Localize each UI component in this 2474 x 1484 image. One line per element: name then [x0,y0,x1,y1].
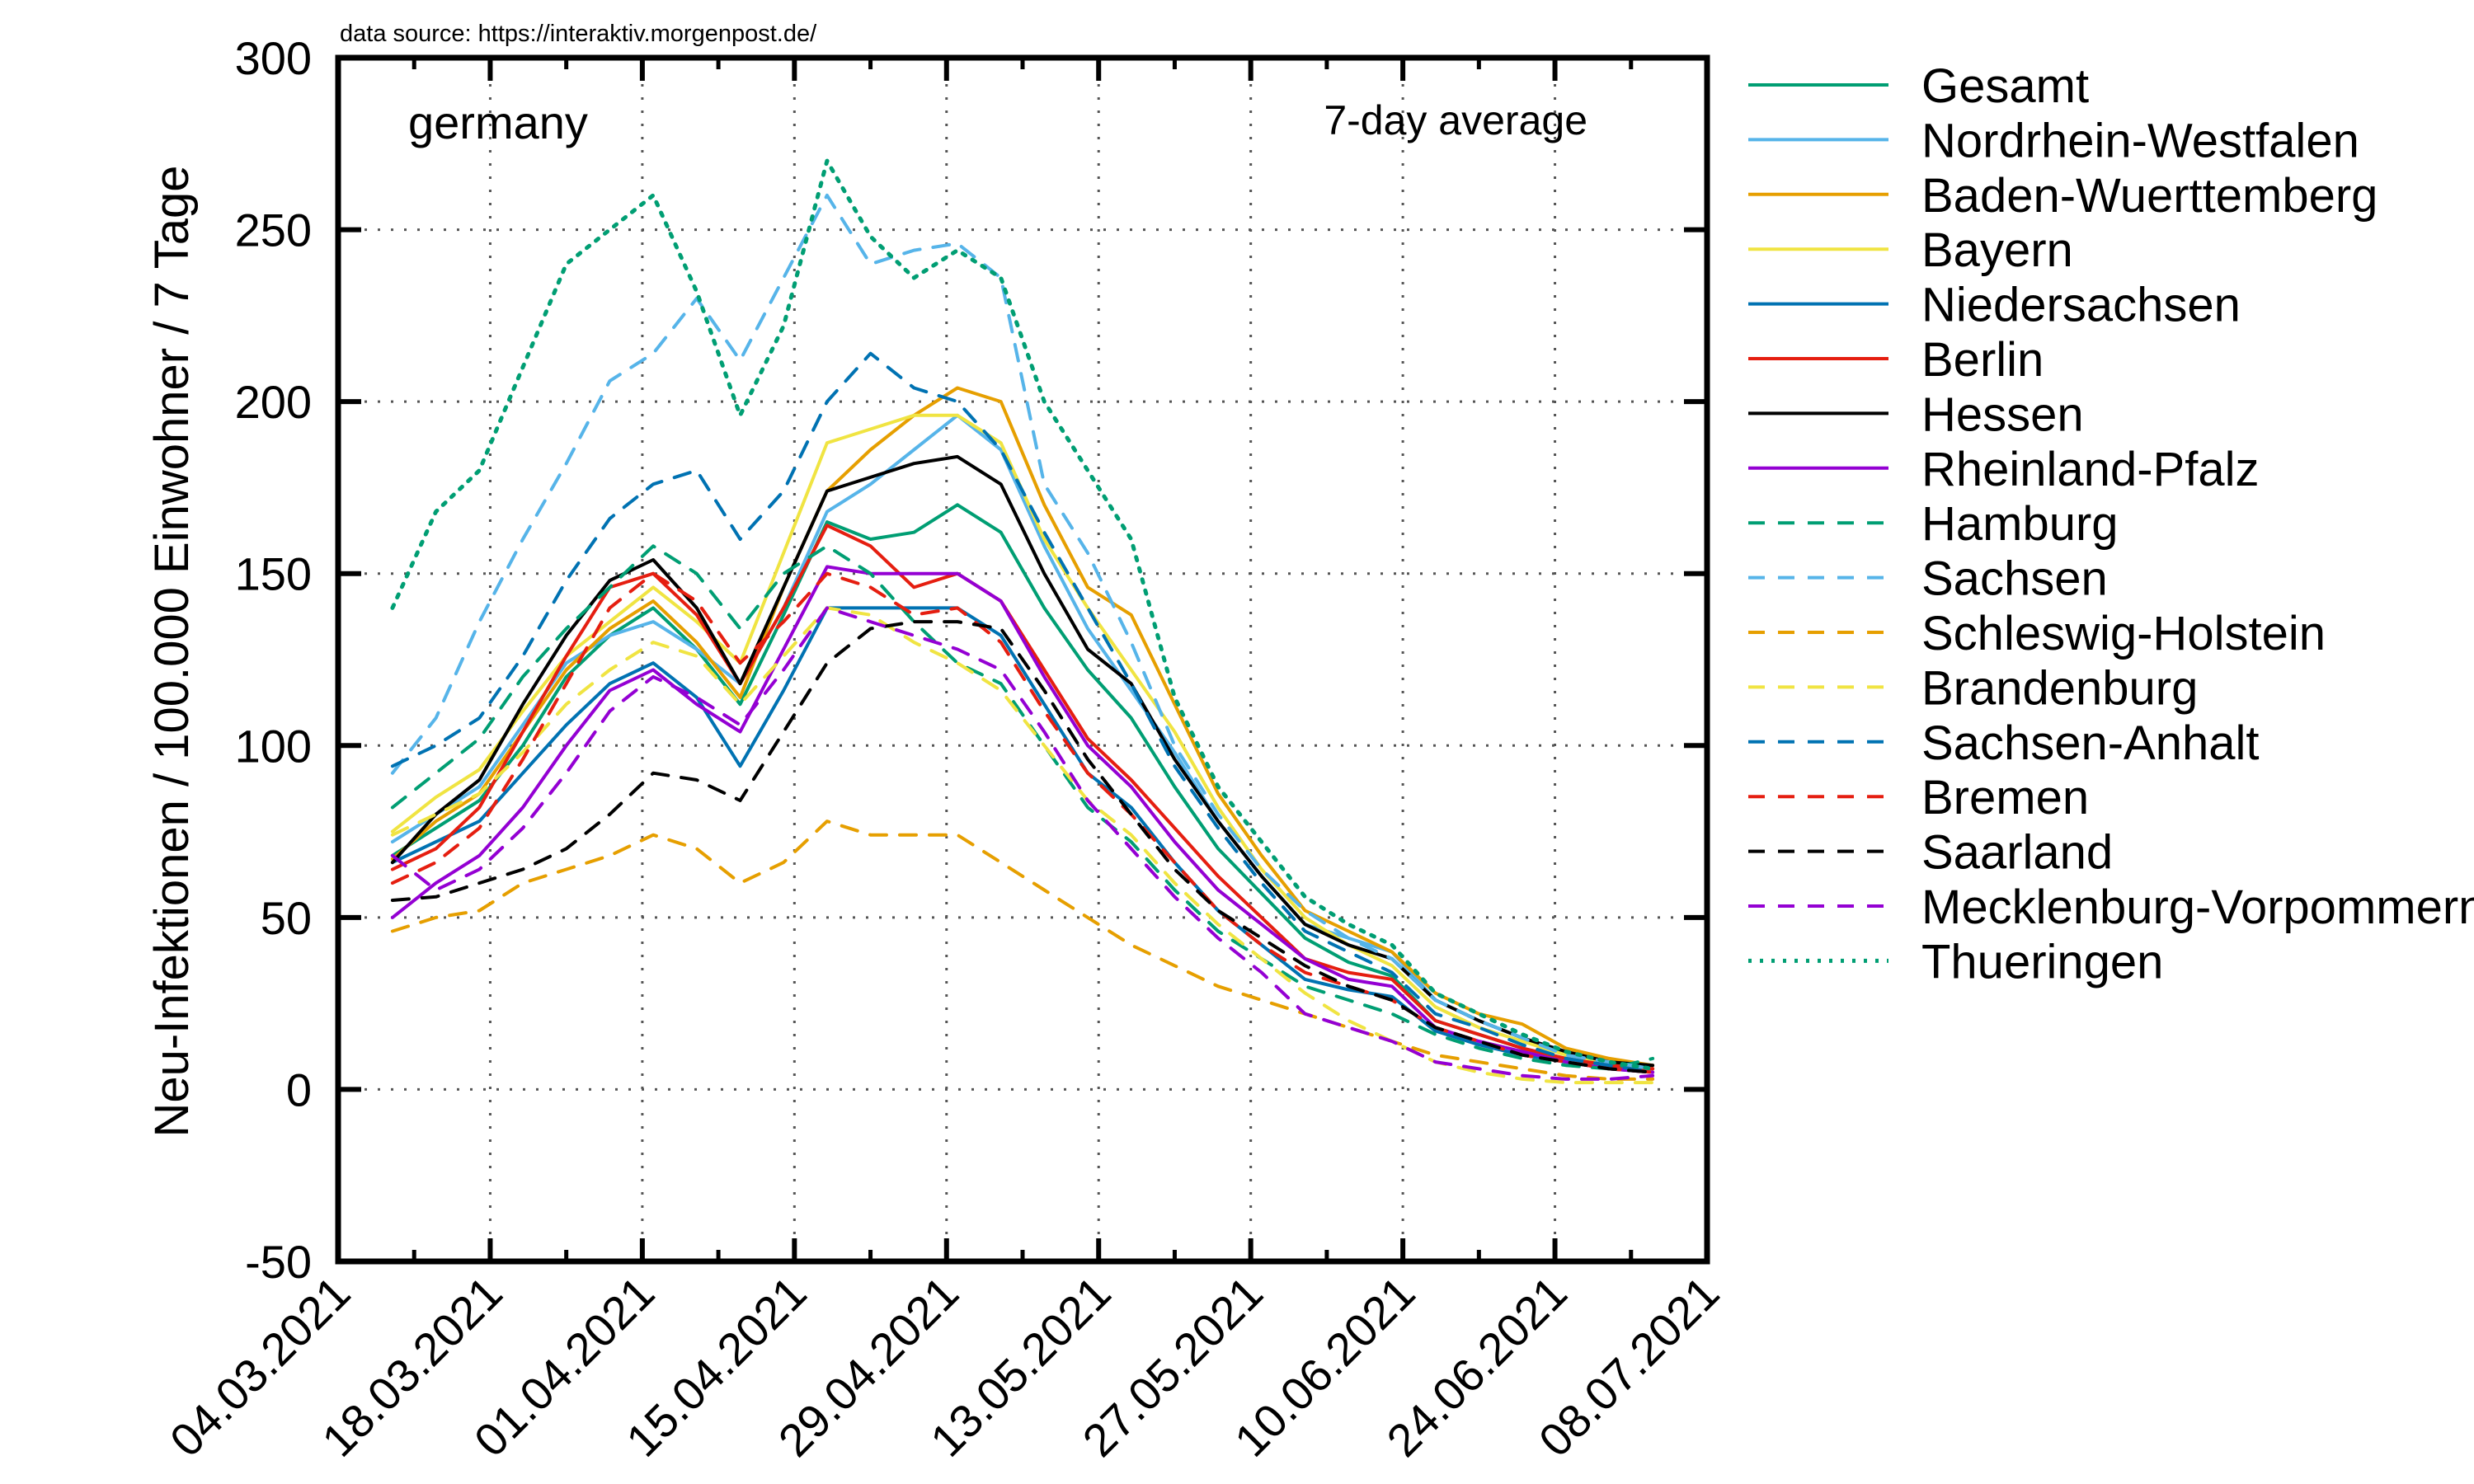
legend-label: Baden-Wuerttemberg [1921,169,2378,223]
annotation-germany: germany [408,96,588,148]
series-lines [390,158,1655,1085]
series-line-bayern [390,413,1655,1071]
legend-label: Rheinland-Pfalz [1921,443,2259,496]
y-tick-label: 100 [235,720,312,772]
series-line-bremen [390,571,1655,1074]
series-line-saarland [390,620,1655,1074]
axis-ticks [336,55,1710,1264]
legend-label: Berlin [1921,333,2044,387]
series-line-schleswig-holstein [390,819,1655,1081]
x-tick-labels: 04.03.202118.03.202101.04.202115.04.2021… [160,1266,1729,1467]
y-tick-label: 150 [235,548,312,600]
legend-label: Thueringen [1921,935,2163,989]
legend-label: Gesamt [1921,59,2089,113]
series-line-gesamt [390,503,1655,1071]
legend-label: Brandenburg [1921,661,2198,715]
legend-label: Hamburg [1921,497,2119,551]
series-line-hamburg [390,544,1655,1071]
series-line-berlin [390,524,1655,1071]
legend: GesamtNordrhein-WestfalenBaden-Wuerttemb… [1748,59,2474,989]
legend-label: Saarland [1921,826,2113,880]
y-axis-label: Neu-Infektionen / 100.000 Einwohner / 7 … [145,165,199,1137]
y-tick-labels: -50 0 50 100 150 200 250 300 [235,32,312,1288]
series-line-sachsen [390,193,1655,1071]
legend-label: Niedersachsen [1921,279,2241,332]
series-line-hessen [390,454,1655,1068]
legend-label: Sachsen [1921,552,2108,606]
legend-label: Hessen [1921,387,2084,441]
y-tick-label: 50 [261,892,312,944]
series-line-nordrhein-westfalen [390,413,1655,1071]
legend-label: Bremen [1921,771,2089,824]
series-line-niedersachsen [390,606,1655,1074]
y-tick-label: 250 [235,204,312,256]
annotation-7-day-average: 7-day average [1324,97,1587,143]
y-tick-label: -50 [245,1236,312,1288]
legend-label: Sachsen-Anhalt [1921,716,2259,770]
series-line-thueringen [390,158,1655,1071]
y-tick-label: 200 [235,376,312,428]
legend-label: Schleswig-Holstein [1921,607,2326,660]
legend-label: Mecklenburg-Vorpommern [1921,881,2474,934]
y-tick-label: 0 [286,1064,312,1115]
series-line-mecklenburg-vorpommern [390,606,1655,1081]
legend-label: Bayern [1921,223,2073,277]
y-tick-label: 300 [235,32,312,84]
series-line-sachsen-anhalt [390,351,1655,1074]
legend-label: Nordrhein-Westfalen [1921,114,2359,167]
data-source: data source: https://interaktiv.morgenpo… [340,21,817,47]
